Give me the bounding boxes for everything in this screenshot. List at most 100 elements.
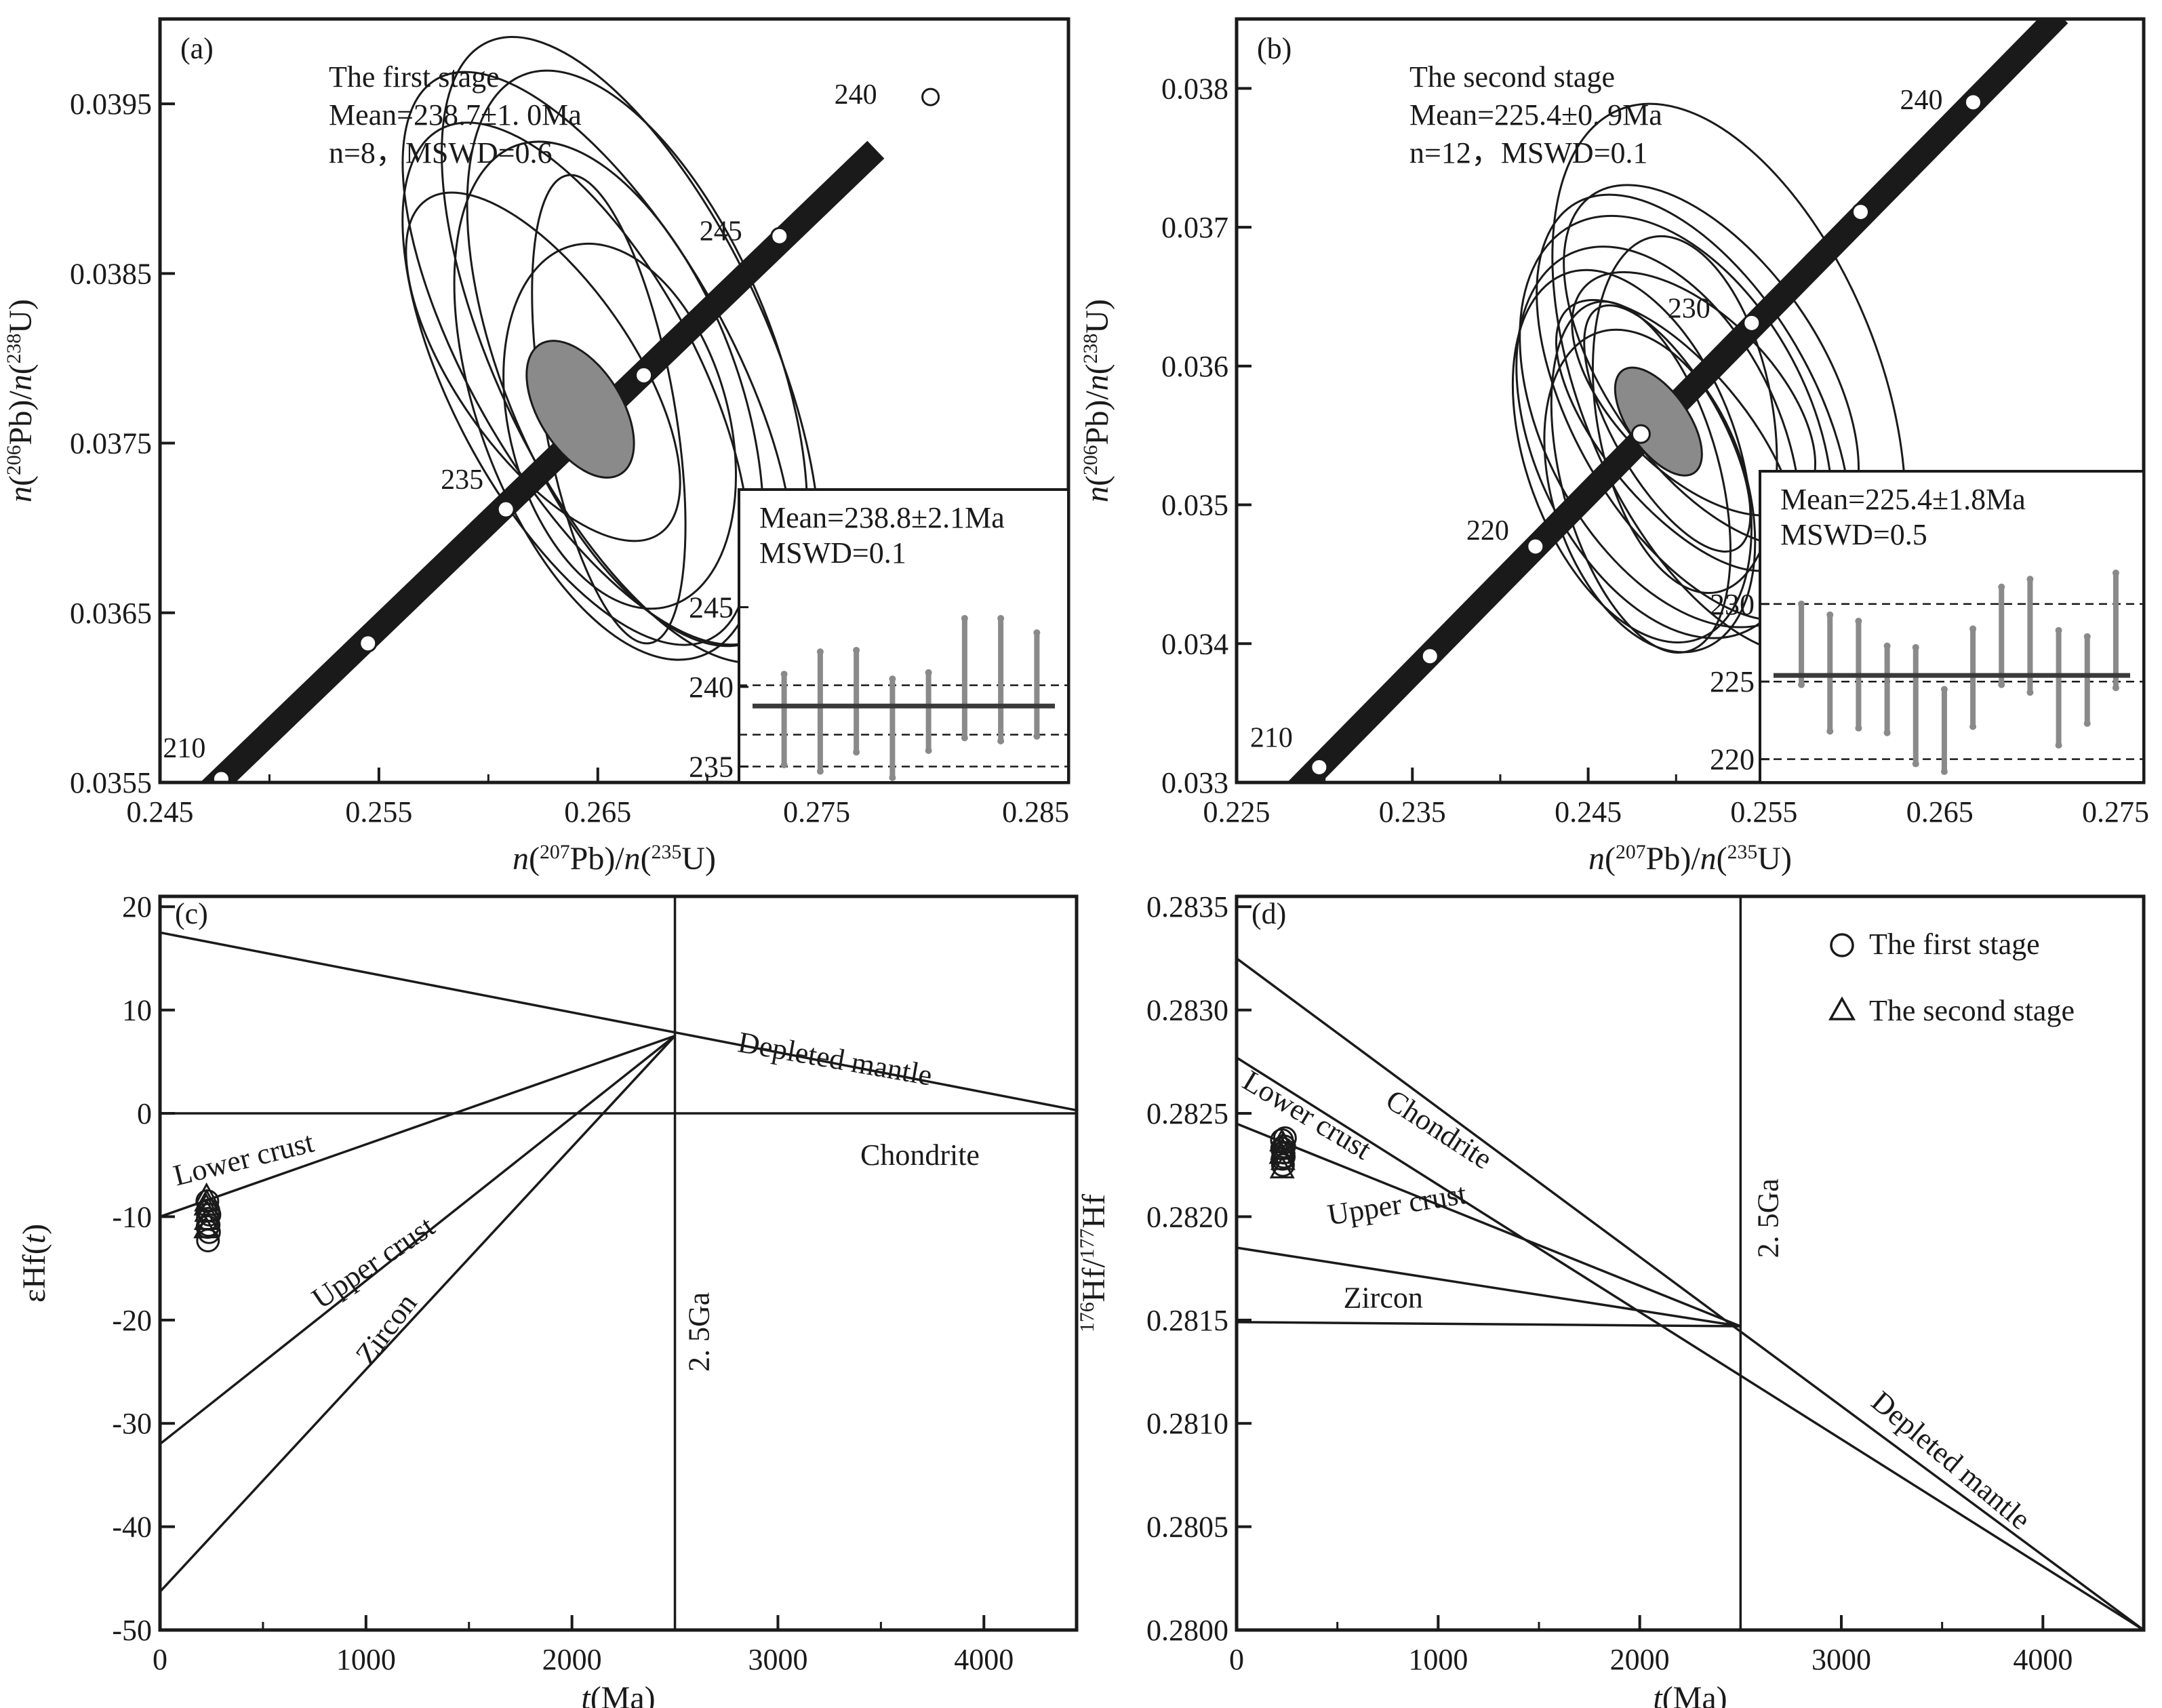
inset-bar-cap [2055,627,2062,634]
age-marker [359,634,378,653]
stage2-point [1270,1130,1296,1154]
evolution-line [159,1035,676,1218]
y-tick-label: 0.034 [1161,627,1228,660]
inset-bar-cap [853,646,860,654]
inset-bar-cap [780,761,788,769]
evolution-line [1236,1056,2144,1631]
y-tick-label: 0.2835 [1146,890,1228,923]
stage2-point [1268,1140,1294,1164]
y-tick-label: 0.2825 [1146,1097,1228,1130]
evolution-line [159,1035,676,1446]
y-tick-label: 0.2830 [1146,994,1228,1027]
y-tick-label: 0.2805 [1146,1511,1228,1544]
x-tick-label: 0.225 [1203,795,1270,829]
x-tick-label: 0.275 [783,795,850,829]
x-tick-label: 0.275 [2082,795,2149,829]
y-tick-label: -30 [112,1407,152,1440]
x-tick-label: 0.265 [1906,795,1974,829]
stage1-point [1270,1153,1295,1177]
panel-d-legend: The first stage The second stage [1828,928,2075,1027]
y-tick-label: 0.0355 [70,766,152,799]
y-tick-label: 0.037 [1161,211,1228,244]
inset-bar-cap [925,747,932,754]
inset-bar-cap [780,671,788,678]
y-tick-label: 0.2820 [1146,1200,1228,1233]
y-tick-label: 0.036 [1161,350,1228,383]
inset-bar-cap [816,768,824,775]
y-tick-label: 0.0375 [70,427,152,460]
legend-label: The second stage [1869,994,2075,1027]
inset-bar-cap [2083,720,2091,728]
age-marker [921,87,940,106]
inset-bar-cap [1033,732,1041,740]
inset-label: MSWD=0.1 [759,536,906,570]
panel-b-x-ticks: 0.225 0.235 0.245 0.255 0.265 0.275 [1203,768,2149,829]
panel-c-y-ticks: -50 -40 -30 -20 -10 0 10 20 [112,890,175,1647]
stage2-point [194,1182,220,1206]
inset-bar-cap [1855,724,1862,732]
inset-label: Mean=238.8±2.1Ma [759,501,1005,534]
stage-stats: Mean=238.7±1. 0Ma [329,98,582,132]
error-ellipse [1511,269,1753,643]
mean-age-point [1630,424,1651,444]
age-marker [635,365,654,384]
x-tick-label: 1000 [1408,1643,1468,1676]
inset-bar-cap [1998,583,2005,591]
y-tick-label: 20 [122,890,152,923]
age-marker [1526,537,1545,556]
y-tick-label: -10 [112,1200,152,1233]
panel-a-y-ticks: 0.0355 0.0365 0.0375 0.0385 0.0395 [70,87,175,799]
x-tick-label: 2000 [1610,1643,1670,1676]
evolution-line [159,931,1077,1112]
x-tick-label: 0.265 [564,795,631,829]
inset-bar-cap [961,614,968,622]
y-tick-label: 0.038 [1161,72,1228,105]
stage2-point [193,1207,219,1231]
concordia-curve [200,140,885,782]
panel-b-frame [1235,17,2146,785]
y-tick-label: -50 [112,1614,152,1647]
panel-a-data [200,36,940,782]
x-axis-label: t(Ma) [581,1680,655,1708]
age-marker [496,500,515,519]
legend-triangle-marker [1828,996,1856,1020]
stage-title: The second stage [1409,60,1615,94]
panel-d-plot-area [1237,896,2144,1630]
y-axis-label: n(206Pb)/n(238U) [3,299,39,502]
error-ellipse [405,191,681,542]
panel-c-plot-area [160,896,1077,1630]
inset-bar-cap [2112,570,2119,576]
panel-a-x-ticks: 0.245 0.255 0.265 0.275 0.285 [127,768,1069,829]
inset-bar-cap [1826,728,1834,735]
panel-d-frame [1235,894,2146,1632]
stage2-point [1269,1155,1295,1178]
series-label: Zircon [1344,1282,1423,1315]
panel-d-y-ticks: 0.2800 0.2805 0.2810 0.2815 0.2820 0.2825 0.28… [1146,890,1252,1647]
inset-frame [1759,470,2145,784]
age-2.5ga-label: 2. 5Ga [683,1292,716,1372]
stage2-point [194,1188,220,1212]
inset-bar-cap [1912,643,1919,651]
legend-circle-marker [1830,933,1854,957]
inset-bar-cap [1912,760,1919,768]
stage-stats: n=8，MSWD=0.6 [329,136,553,170]
evolution-line [1236,1246,1741,1328]
x-tick-label: 1000 [336,1643,396,1676]
inset-bar-cap [1940,768,1948,775]
age-marker [212,770,231,782]
inset-bar-cap [1033,629,1041,637]
age-marker [1742,313,1761,332]
inset-bar-cap [1969,723,1977,730]
error-ellipse [453,140,765,661]
age-marker [1420,647,1439,666]
inset-bar-cap [925,669,932,676]
stage-stats: Mean=225.4±0. 9Ma [1409,98,1662,132]
panel-label: (a) [180,32,214,65]
age-label: 210 [1250,722,1293,753]
x-axis-label: t(Ma) [1653,1680,1727,1708]
x-tick-label: 0.255 [1730,795,1797,829]
x-tick-label: 0 [1229,1643,1244,1676]
stage2-point [193,1215,219,1239]
evolution-line [1235,957,2145,1631]
